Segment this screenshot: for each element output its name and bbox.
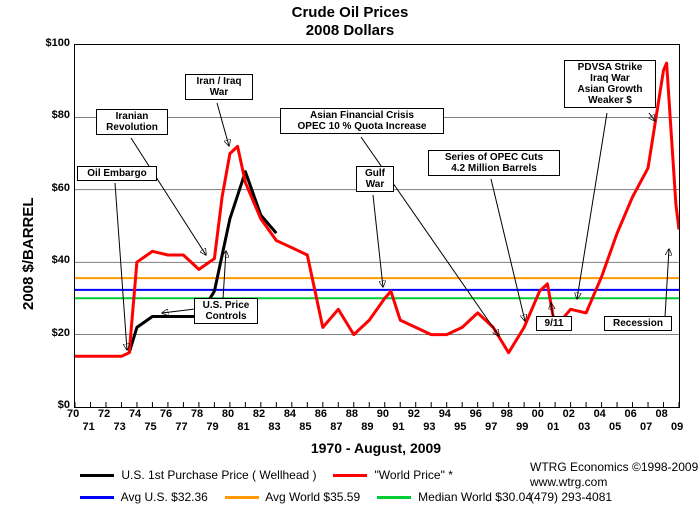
- legend-row-1: U.S. 1st Purchase Price ( Wellhead ) "Wo…: [80, 468, 453, 482]
- x-tick-label: 88: [346, 408, 358, 420]
- x-tick-label: 08: [656, 408, 668, 420]
- legend-swatch-us: [80, 474, 114, 477]
- x-tick-label: 85: [299, 421, 311, 433]
- legend-label-avgworld: Avg World $35.59: [265, 490, 360, 504]
- x-tick-label: 96: [470, 408, 482, 420]
- x-tick-label: 86: [315, 408, 327, 420]
- annotation-asian-crisis: Asian Financial CrisisOPEC 10 % Quota In…: [280, 108, 444, 134]
- x-tick-label: 80: [222, 408, 234, 420]
- legend-swatch-avgus: [80, 496, 114, 499]
- x-tick-label: 84: [284, 408, 296, 420]
- annotation-pdvsa: PDVSA StrikeIraq WarAsian GrowthWeaker $: [564, 60, 656, 108]
- x-tick-label: 92: [408, 408, 420, 420]
- x-tick-label: 93: [423, 421, 435, 433]
- x-tick-label: 07: [640, 421, 652, 433]
- legend-swatch-avgworld: [225, 496, 259, 499]
- legend-label-world: "World Price" *: [375, 468, 453, 482]
- x-tick-label: 09: [671, 421, 683, 433]
- annotation-gulf-war: GulfWar: [356, 166, 394, 192]
- legend-row-2: Avg U.S. $32.36 Avg World $35.59 Median …: [80, 490, 532, 504]
- y-axis-label: 2008 $/BARREL: [20, 197, 37, 310]
- x-tick-label: 02: [563, 408, 575, 420]
- legend-swatch-median: [377, 496, 411, 499]
- legend-label-avgus: Avg U.S. $32.36: [121, 490, 208, 504]
- y-tick-label: $60: [52, 182, 70, 194]
- attribution: WTRG Economics ©1998-2009 www.wtrg.com (…: [530, 460, 698, 505]
- attribution-line3: (479) 293-4081: [530, 490, 698, 505]
- x-tick-label: 79: [206, 421, 218, 433]
- x-tick-label: 87: [330, 421, 342, 433]
- x-tick-label: 98: [501, 408, 513, 420]
- x-tick-label: 81: [237, 421, 249, 433]
- x-tick-label: 06: [625, 408, 637, 420]
- attribution-line2: www.wtrg.com: [530, 475, 698, 490]
- x-tick-label: 74: [129, 408, 141, 420]
- x-tick-label: 75: [144, 421, 156, 433]
- x-axis-label: 1970 - August, 2009: [74, 440, 678, 456]
- x-tick-label: 77: [175, 421, 187, 433]
- x-tick-label: 90: [377, 408, 389, 420]
- chart-title-line2: 2008 Dollars: [0, 22, 700, 39]
- x-tick-label: 71: [82, 421, 94, 433]
- annotation-911: 9/11: [536, 316, 572, 331]
- x-tick-label: 03: [578, 421, 590, 433]
- x-tick-label: 70: [67, 408, 79, 420]
- x-tick-label: 04: [594, 408, 606, 420]
- x-tick-label: 83: [268, 421, 280, 433]
- x-tick-label: 82: [253, 408, 265, 420]
- x-tick-label: 05: [609, 421, 621, 433]
- attribution-line1: WTRG Economics ©1998-2009: [530, 460, 698, 475]
- x-tick-label: 91: [392, 421, 404, 433]
- x-tick-label: 78: [191, 408, 203, 420]
- y-tick-label: $20: [52, 327, 70, 339]
- x-tick-label: 73: [113, 421, 125, 433]
- x-tick-label: 97: [485, 421, 497, 433]
- annotation-oil-embargo: Oil Embargo: [77, 166, 157, 181]
- legend-label-us: U.S. 1st Purchase Price ( Wellhead ): [121, 468, 316, 482]
- x-tick-label: 76: [160, 408, 172, 420]
- legend-label-median: Median World $30.04: [418, 490, 532, 504]
- x-tick-label: 00: [532, 408, 544, 420]
- legend-swatch-world: [333, 474, 367, 477]
- annotation-opec-cuts: Series of OPEC Cuts4.2 Million Barrels: [428, 150, 560, 176]
- annotation-us-price-controls: U.S. PriceControls: [194, 298, 258, 324]
- x-tick-label: 99: [516, 421, 528, 433]
- annotation-recession: Recession: [604, 316, 672, 331]
- chart-title-line1: Crude Oil Prices: [0, 4, 700, 21]
- x-tick-label: 01: [547, 421, 559, 433]
- annotation-iran-iraq: Iran / IraqWar: [185, 74, 253, 100]
- y-tick-label: $80: [52, 109, 70, 121]
- x-tick-label: 94: [439, 408, 451, 420]
- annotation-iranian-revolution: IranianRevolution: [96, 109, 168, 135]
- x-tick-label: 89: [361, 421, 373, 433]
- x-tick-label: 72: [98, 408, 110, 420]
- x-tick-label: 95: [454, 421, 466, 433]
- y-tick-label: $100: [46, 37, 70, 49]
- y-tick-label: $40: [52, 254, 70, 266]
